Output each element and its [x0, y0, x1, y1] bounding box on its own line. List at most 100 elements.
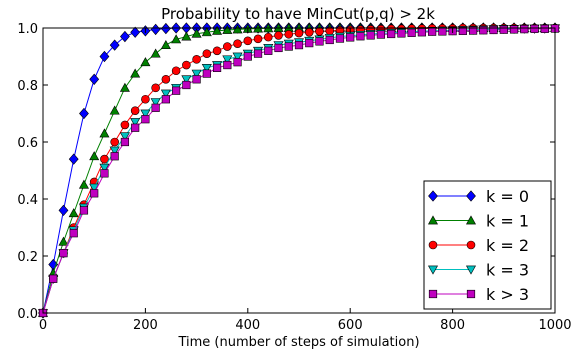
data-point — [223, 42, 232, 51]
data-point — [509, 25, 519, 34]
data-point — [212, 46, 222, 56]
data-point — [233, 39, 242, 48]
data-point — [202, 49, 212, 58]
data-point — [90, 189, 99, 198]
legend-item: k = 1 — [427, 212, 529, 231]
data-point — [284, 29, 294, 39]
legend-marker — [466, 190, 476, 202]
data-point — [274, 31, 283, 40]
data-point — [315, 37, 324, 46]
plot-frame — [42, 27, 556, 314]
data-point — [356, 32, 365, 41]
legend-marker — [427, 215, 439, 225]
data-point — [99, 50, 110, 63]
data-point — [120, 30, 130, 43]
data-point — [530, 24, 539, 33]
data-point — [366, 31, 375, 40]
legend: k = 0 k = 1 k = 2 k = 3 k > 3 — [423, 180, 552, 310]
data-point — [110, 137, 119, 147]
data-point — [202, 69, 211, 78]
data-point — [376, 30, 386, 39]
y-tick-label: 0.8 — [17, 79, 38, 94]
y-tick-label: 0.4 — [17, 193, 38, 208]
data-point — [49, 274, 58, 283]
data-point — [130, 68, 141, 78]
x-tick-label: 800 — [440, 318, 465, 333]
data-point — [182, 80, 191, 90]
data-point — [428, 27, 437, 36]
data-point — [89, 151, 100, 161]
data-point — [120, 120, 130, 130]
data-point — [243, 52, 252, 61]
data-point — [520, 25, 529, 34]
y-tick-label: 0.0 — [17, 307, 38, 322]
data-point — [222, 55, 233, 65]
data-point — [109, 105, 120, 115]
data-point — [232, 52, 243, 62]
data-point — [315, 27, 324, 36]
data-point — [181, 75, 192, 85]
x-tick-label: 1000 — [538, 318, 571, 333]
data-point — [140, 109, 151, 119]
data-point — [141, 94, 150, 104]
data-point — [274, 43, 283, 53]
data-point — [489, 25, 498, 35]
data-point — [192, 75, 201, 84]
data-point — [499, 25, 508, 34]
data-point — [172, 86, 181, 95]
legend-marker — [465, 265, 477, 275]
data-point — [201, 27, 212, 37]
data-point — [150, 98, 161, 108]
data-point — [130, 26, 141, 38]
data-point — [110, 152, 119, 161]
data-point — [243, 36, 253, 46]
y-tick-label: 0.6 — [17, 136, 38, 151]
data-point — [192, 55, 201, 64]
legend-label: k = 2 — [486, 236, 529, 255]
data-point — [438, 27, 447, 36]
data-point — [294, 40, 304, 50]
data-point — [161, 75, 171, 84]
legend-marker — [428, 240, 438, 250]
legend-label: k > 3 — [486, 285, 529, 304]
legend-item: k = 3 — [427, 261, 529, 280]
data-point — [253, 49, 263, 58]
data-point — [141, 115, 150, 124]
legend-marker — [465, 215, 477, 225]
data-point — [160, 89, 171, 99]
data-point — [325, 35, 334, 45]
data-point — [78, 179, 89, 189]
legend-label: k = 0 — [486, 187, 529, 206]
data-point — [222, 24, 233, 34]
data-point — [99, 163, 110, 173]
data-point — [263, 32, 273, 42]
data-point — [182, 60, 191, 70]
data-point — [201, 64, 212, 74]
data-point — [109, 39, 120, 51]
y-tick-label: 1.0 — [17, 22, 38, 37]
data-point — [264, 46, 273, 55]
data-point — [294, 28, 304, 38]
legend-item: k = 0 — [428, 187, 529, 206]
data-point — [346, 33, 355, 42]
data-point — [58, 204, 69, 217]
data-point — [140, 57, 151, 67]
data-point — [89, 73, 100, 85]
data-point — [151, 83, 160, 93]
data-point — [458, 26, 467, 35]
data-point — [212, 63, 222, 72]
legend-marker — [428, 190, 438, 202]
data-point — [181, 31, 192, 41]
chart-title: Probability to have MinCut(p,q) > 2k — [161, 5, 435, 23]
data-point — [253, 34, 263, 44]
data-point — [59, 249, 68, 258]
data-point — [68, 208, 79, 218]
data-point — [191, 28, 202, 38]
data-point — [407, 28, 416, 37]
data-point — [58, 236, 69, 246]
x-tick-label: 600 — [338, 318, 363, 333]
data-point — [79, 206, 89, 215]
data-point — [304, 27, 314, 37]
data-point — [417, 28, 426, 37]
legend-label: k = 1 — [486, 212, 529, 231]
